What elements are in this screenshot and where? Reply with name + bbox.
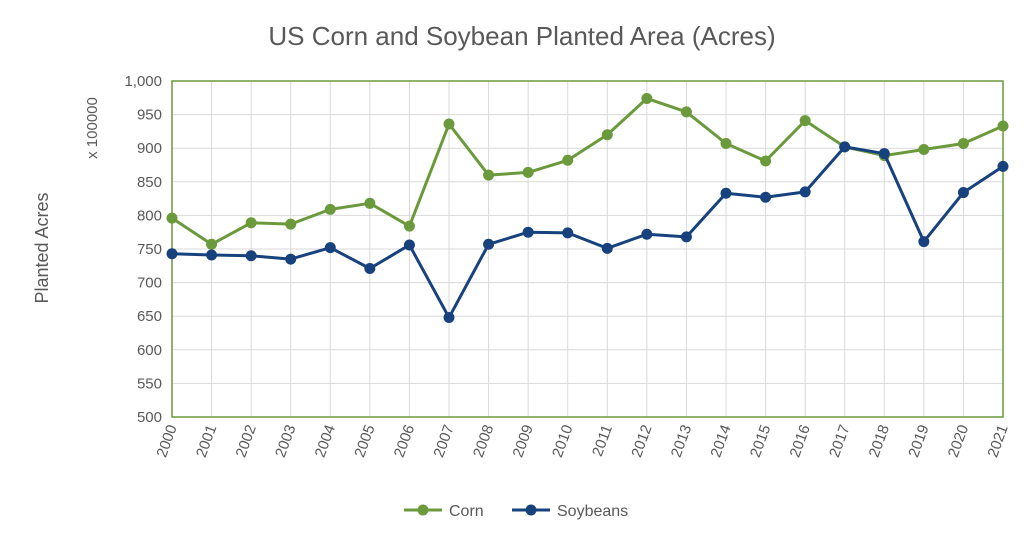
data-point bbox=[403, 239, 415, 251]
x-tick-label: 2021 bbox=[984, 423, 1011, 460]
x-tick-label: 2015 bbox=[747, 423, 774, 460]
x-tick-label: 2007 bbox=[430, 423, 457, 460]
data-point bbox=[957, 187, 969, 199]
data-point bbox=[997, 160, 1009, 172]
data-point bbox=[601, 242, 613, 254]
data-point bbox=[720, 137, 732, 149]
data-point bbox=[166, 212, 178, 224]
data-point bbox=[760, 155, 772, 167]
legend-swatch-marker bbox=[417, 504, 429, 516]
series-line bbox=[171, 145, 1004, 320]
legend-label: Soybeans bbox=[557, 503, 628, 520]
data-point bbox=[957, 137, 969, 149]
y-tick-label: 700 bbox=[137, 275, 162, 292]
series-soybeans bbox=[166, 141, 1009, 324]
x-tick-label: 2019 bbox=[905, 423, 932, 460]
x-tick-label: 2008 bbox=[470, 423, 497, 460]
data-point bbox=[799, 115, 811, 127]
data-point bbox=[324, 203, 336, 215]
data-point bbox=[522, 226, 534, 238]
legend: Corn Soybeans bbox=[404, 503, 628, 520]
y-tick-label: 850 bbox=[137, 174, 162, 191]
legend-item-soybeans: Soybeans bbox=[512, 503, 628, 520]
y-tick-label: 600 bbox=[137, 342, 162, 359]
x-tick-label: 2009 bbox=[510, 423, 537, 460]
data-point bbox=[997, 120, 1009, 132]
data-point bbox=[285, 253, 297, 265]
x-tick-label: 2010 bbox=[549, 423, 576, 460]
x-tick-label: 2012 bbox=[628, 423, 655, 460]
x-tick-label: 2014 bbox=[707, 423, 734, 460]
x-tick-label: 2005 bbox=[351, 423, 378, 460]
x-tick-label: 2018 bbox=[866, 423, 893, 460]
data-point bbox=[443, 312, 455, 324]
data-point bbox=[285, 218, 297, 230]
chart-title: US Corn and Soybean Planted Area (Acres) bbox=[268, 21, 775, 51]
y-axis: 500 550 600 650 700 750 800 850 900 950 1,000 bbox=[124, 73, 162, 426]
data-point bbox=[483, 238, 495, 250]
data-point bbox=[680, 106, 692, 118]
x-tick-label: 2017 bbox=[826, 423, 853, 460]
x-tick-label: 2002 bbox=[233, 423, 260, 460]
legend-item-corn: Corn bbox=[404, 503, 484, 520]
y-axis-label: Planted Acres bbox=[32, 192, 52, 303]
data-point bbox=[443, 118, 455, 130]
data-point bbox=[799, 186, 811, 198]
data-point bbox=[878, 148, 890, 160]
y-axis-unit: x 100000 bbox=[84, 97, 101, 159]
data-point bbox=[641, 228, 653, 240]
y-tick-label: 550 bbox=[137, 375, 162, 392]
data-point bbox=[839, 141, 851, 153]
y-tick-label: 500 bbox=[137, 409, 162, 426]
legend-swatch-marker bbox=[525, 504, 537, 516]
data-point bbox=[522, 166, 534, 178]
x-tick-label: 2004 bbox=[312, 423, 339, 460]
y-tick-label: 1,000 bbox=[124, 73, 162, 90]
legend-label: Corn bbox=[449, 503, 484, 520]
series-line bbox=[171, 96, 1004, 246]
data-point bbox=[601, 129, 613, 141]
data-point bbox=[760, 191, 772, 203]
data-point bbox=[720, 187, 732, 199]
data-point bbox=[364, 262, 376, 274]
data-point bbox=[245, 217, 257, 229]
y-tick-label: 950 bbox=[137, 107, 162, 124]
data-point bbox=[324, 242, 336, 254]
data-point bbox=[562, 227, 574, 239]
data-point bbox=[166, 248, 178, 260]
x-tick-label: 2001 bbox=[193, 423, 220, 460]
data-point bbox=[641, 92, 653, 104]
x-tick-label: 2020 bbox=[945, 423, 972, 460]
x-axis: 2000 2001 2002 2003 2004 2005 2006 2007 2008 2009… bbox=[153, 423, 1011, 460]
data-point bbox=[245, 250, 257, 262]
data-point bbox=[364, 197, 376, 209]
x-tick-label: 2000 bbox=[153, 423, 180, 460]
y-tick-label: 800 bbox=[137, 207, 162, 224]
y-tick-label: 750 bbox=[137, 241, 162, 258]
x-tick-label: 2006 bbox=[391, 423, 418, 460]
x-tick-label: 2013 bbox=[668, 423, 695, 460]
data-point bbox=[206, 249, 218, 261]
data-point bbox=[918, 236, 930, 248]
x-tick-label: 2003 bbox=[272, 423, 299, 460]
series-layer bbox=[166, 92, 1009, 324]
gridlines bbox=[171, 80, 1004, 418]
x-tick-label: 2016 bbox=[787, 423, 814, 460]
data-point bbox=[918, 144, 930, 156]
y-tick-label: 650 bbox=[137, 308, 162, 325]
series-corn bbox=[166, 92, 1009, 250]
data-point bbox=[403, 220, 415, 232]
y-tick-label: 900 bbox=[137, 140, 162, 157]
data-point bbox=[206, 238, 218, 250]
data-point bbox=[562, 154, 574, 166]
data-point bbox=[483, 169, 495, 181]
data-point bbox=[680, 231, 692, 243]
x-tick-label: 2011 bbox=[589, 423, 616, 459]
